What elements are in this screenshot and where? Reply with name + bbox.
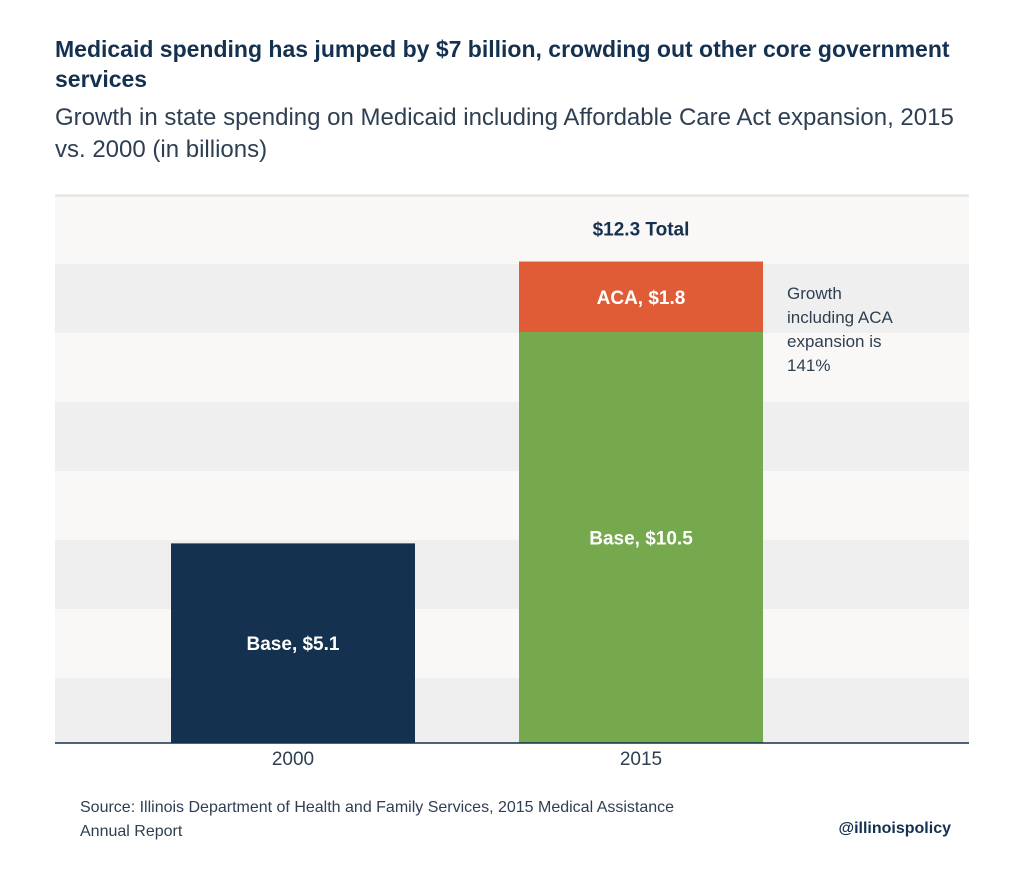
total-label: $12.3 Total	[593, 220, 690, 241]
bar-aca-2015	[519, 261, 763, 332]
grid-band	[55, 195, 969, 264]
chart-subtitle: Growth in state spending on Medicaid inc…	[55, 104, 954, 163]
grid-band	[55, 471, 969, 540]
grid-band	[55, 402, 969, 471]
growth-annotation-line: including ACA	[787, 308, 894, 327]
bar-label-base-2000: Base, $5.1	[247, 634, 340, 655]
source-note: Source: Illinois Department of Health an…	[80, 799, 675, 840]
chart-title: Medicaid spending has jumped by $7 billi…	[55, 36, 950, 92]
grid-band	[55, 333, 969, 402]
growth-annotation-line: expansion is	[787, 332, 882, 351]
twitter-handle: @illinoispolicy	[838, 820, 951, 837]
bar-base-2015	[519, 332, 763, 743]
bar-label-aca-2015: ACA, $1.8	[597, 288, 686, 309]
grid-band	[55, 264, 969, 333]
bar-base-2000	[171, 543, 415, 743]
growth-annotation-line: 141%	[787, 356, 830, 375]
x-tick-label-2000: 2000	[272, 749, 314, 770]
bar-label-base-2015: Base, $10.5	[589, 529, 693, 550]
growth-annotation-line: Growth	[787, 284, 842, 303]
x-tick-label-2015: 2015	[620, 749, 662, 770]
